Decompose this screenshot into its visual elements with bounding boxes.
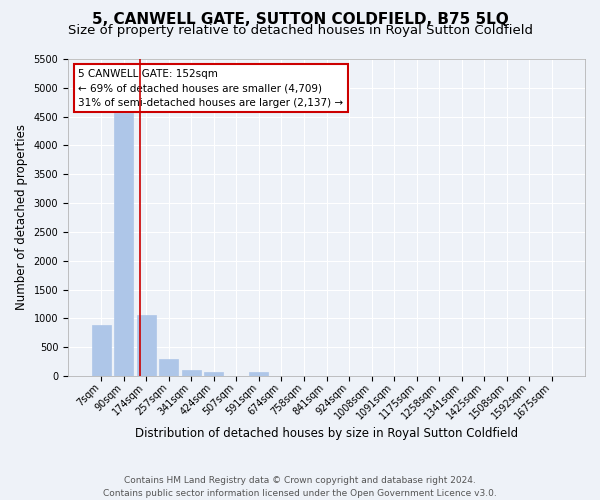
Bar: [204, 372, 223, 376]
Bar: [159, 359, 178, 376]
Y-axis label: Number of detached properties: Number of detached properties: [15, 124, 28, 310]
Text: Size of property relative to detached houses in Royal Sutton Coldfield: Size of property relative to detached ho…: [67, 24, 533, 37]
Text: 5, CANWELL GATE, SUTTON COLDFIELD, B75 5LQ: 5, CANWELL GATE, SUTTON COLDFIELD, B75 5…: [92, 12, 508, 28]
Bar: [250, 372, 268, 376]
Bar: [137, 315, 156, 376]
Text: Contains HM Land Registry data © Crown copyright and database right 2024.
Contai: Contains HM Land Registry data © Crown c…: [103, 476, 497, 498]
X-axis label: Distribution of detached houses by size in Royal Sutton Coldfield: Distribution of detached houses by size …: [135, 427, 518, 440]
Bar: [92, 325, 110, 376]
Text: 5 CANWELL GATE: 152sqm
← 69% of detached houses are smaller (4,709)
31% of semi-: 5 CANWELL GATE: 152sqm ← 69% of detached…: [79, 68, 343, 108]
Bar: [182, 370, 201, 376]
Bar: [114, 113, 133, 376]
